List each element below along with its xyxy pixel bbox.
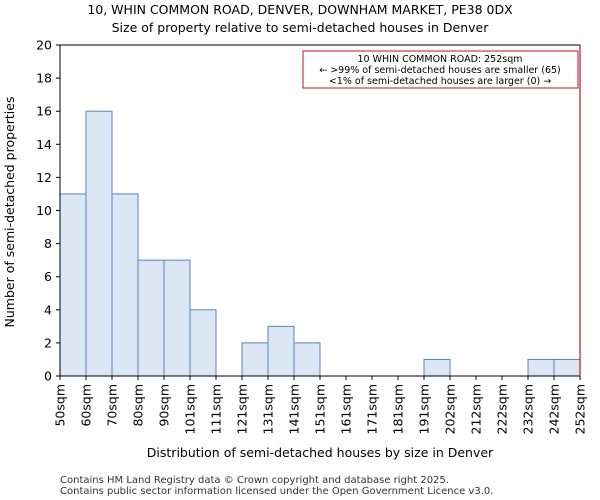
x-axis-label: Distribution of semi-detached houses by … [147, 445, 494, 460]
x-tick-label: 60sqm [79, 384, 94, 427]
x-tick-label: 232sqm [521, 384, 536, 434]
x-tick-label: 151sqm [313, 384, 328, 434]
bar-50sqm [59, 193, 87, 377]
footer-line-1: Contains HM Land Registry data © Crown c… [60, 475, 449, 486]
annotation-line-2: ← >99% of semi-detached houses are small… [319, 65, 561, 76]
y-axis-label: Number of semi-detached properties [2, 97, 17, 328]
x-tick-label: 80sqm [131, 384, 146, 427]
x-tick-label: 171sqm [365, 384, 380, 434]
bar-141sqm [293, 342, 321, 377]
annotation-box: 10 WHIN COMMON ROAD: 252sqm ← >99% of se… [302, 50, 579, 89]
bars-group [59, 110, 581, 377]
x-tick-label: 181sqm [391, 384, 406, 434]
annotation-line-1: 10 WHIN COMMON ROAD: 252sqm [358, 54, 523, 65]
chart-title: 10, WHIN COMMON ROAD, DENVER, DOWNHAM MA… [87, 2, 513, 17]
x-tick-label: 202sqm [443, 384, 458, 434]
x-axis-ticks: 50sqm 60sqm 70sqm 80sqm 90sqm 101sqm 111sqm 121… [53, 376, 588, 434]
x-tick-label: 90sqm [157, 384, 172, 427]
x-tick-label: 222sqm [495, 384, 510, 434]
x-tick-label: 141sqm [287, 384, 302, 434]
annotation-line-3: <1% of semi-detached houses are larger (… [329, 76, 551, 87]
x-tick-label: 131sqm [261, 384, 276, 434]
chart-subtitle: Size of property relative to semi-detach… [112, 20, 490, 35]
bar-101sqm [189, 309, 217, 377]
y-tick-label: 4 [44, 302, 52, 317]
bar-80sqm [137, 259, 165, 377]
bar-232sqm [527, 358, 555, 377]
bar-242sqm [553, 358, 581, 377]
bar-90sqm [163, 259, 191, 377]
x-tick-label: 111sqm [209, 384, 224, 434]
x-tick-label: 212sqm [469, 384, 484, 434]
x-tick-label: 70sqm [105, 384, 120, 427]
y-axis-ticks: 0 2 4 6 8 10 12 14 16 18 20 [36, 38, 60, 384]
annotation-border [302, 50, 579, 89]
x-tick-label: 101sqm [183, 384, 198, 434]
footer-line-2: Contains public sector information licen… [60, 486, 493, 497]
x-tick-label: 242sqm [547, 384, 562, 434]
x-tick-label: 252sqm [573, 384, 588, 434]
x-tick-label: 50sqm [53, 384, 68, 427]
y-tick-label: 6 [44, 269, 52, 284]
bar-70sqm [111, 193, 139, 377]
x-tick-label: 121sqm [235, 384, 250, 434]
y-tick-label: 20 [36, 38, 52, 53]
y-tick-label: 14 [36, 137, 52, 152]
bar-60sqm [85, 110, 113, 377]
y-tick-label: 2 [44, 335, 52, 350]
y-tick-label: 8 [44, 236, 52, 251]
y-tick-label: 16 [36, 104, 52, 119]
bar-131sqm [267, 325, 295, 377]
x-tick-label: 191sqm [417, 384, 432, 434]
y-tick-label: 10 [36, 203, 52, 218]
y-tick-label: 18 [36, 71, 52, 86]
bar-191sqm [423, 358, 451, 377]
bar-121sqm [241, 342, 269, 377]
y-tick-label: 12 [36, 170, 52, 185]
x-tick-label: 161sqm [339, 384, 354, 434]
y-tick-label: 0 [44, 369, 52, 384]
